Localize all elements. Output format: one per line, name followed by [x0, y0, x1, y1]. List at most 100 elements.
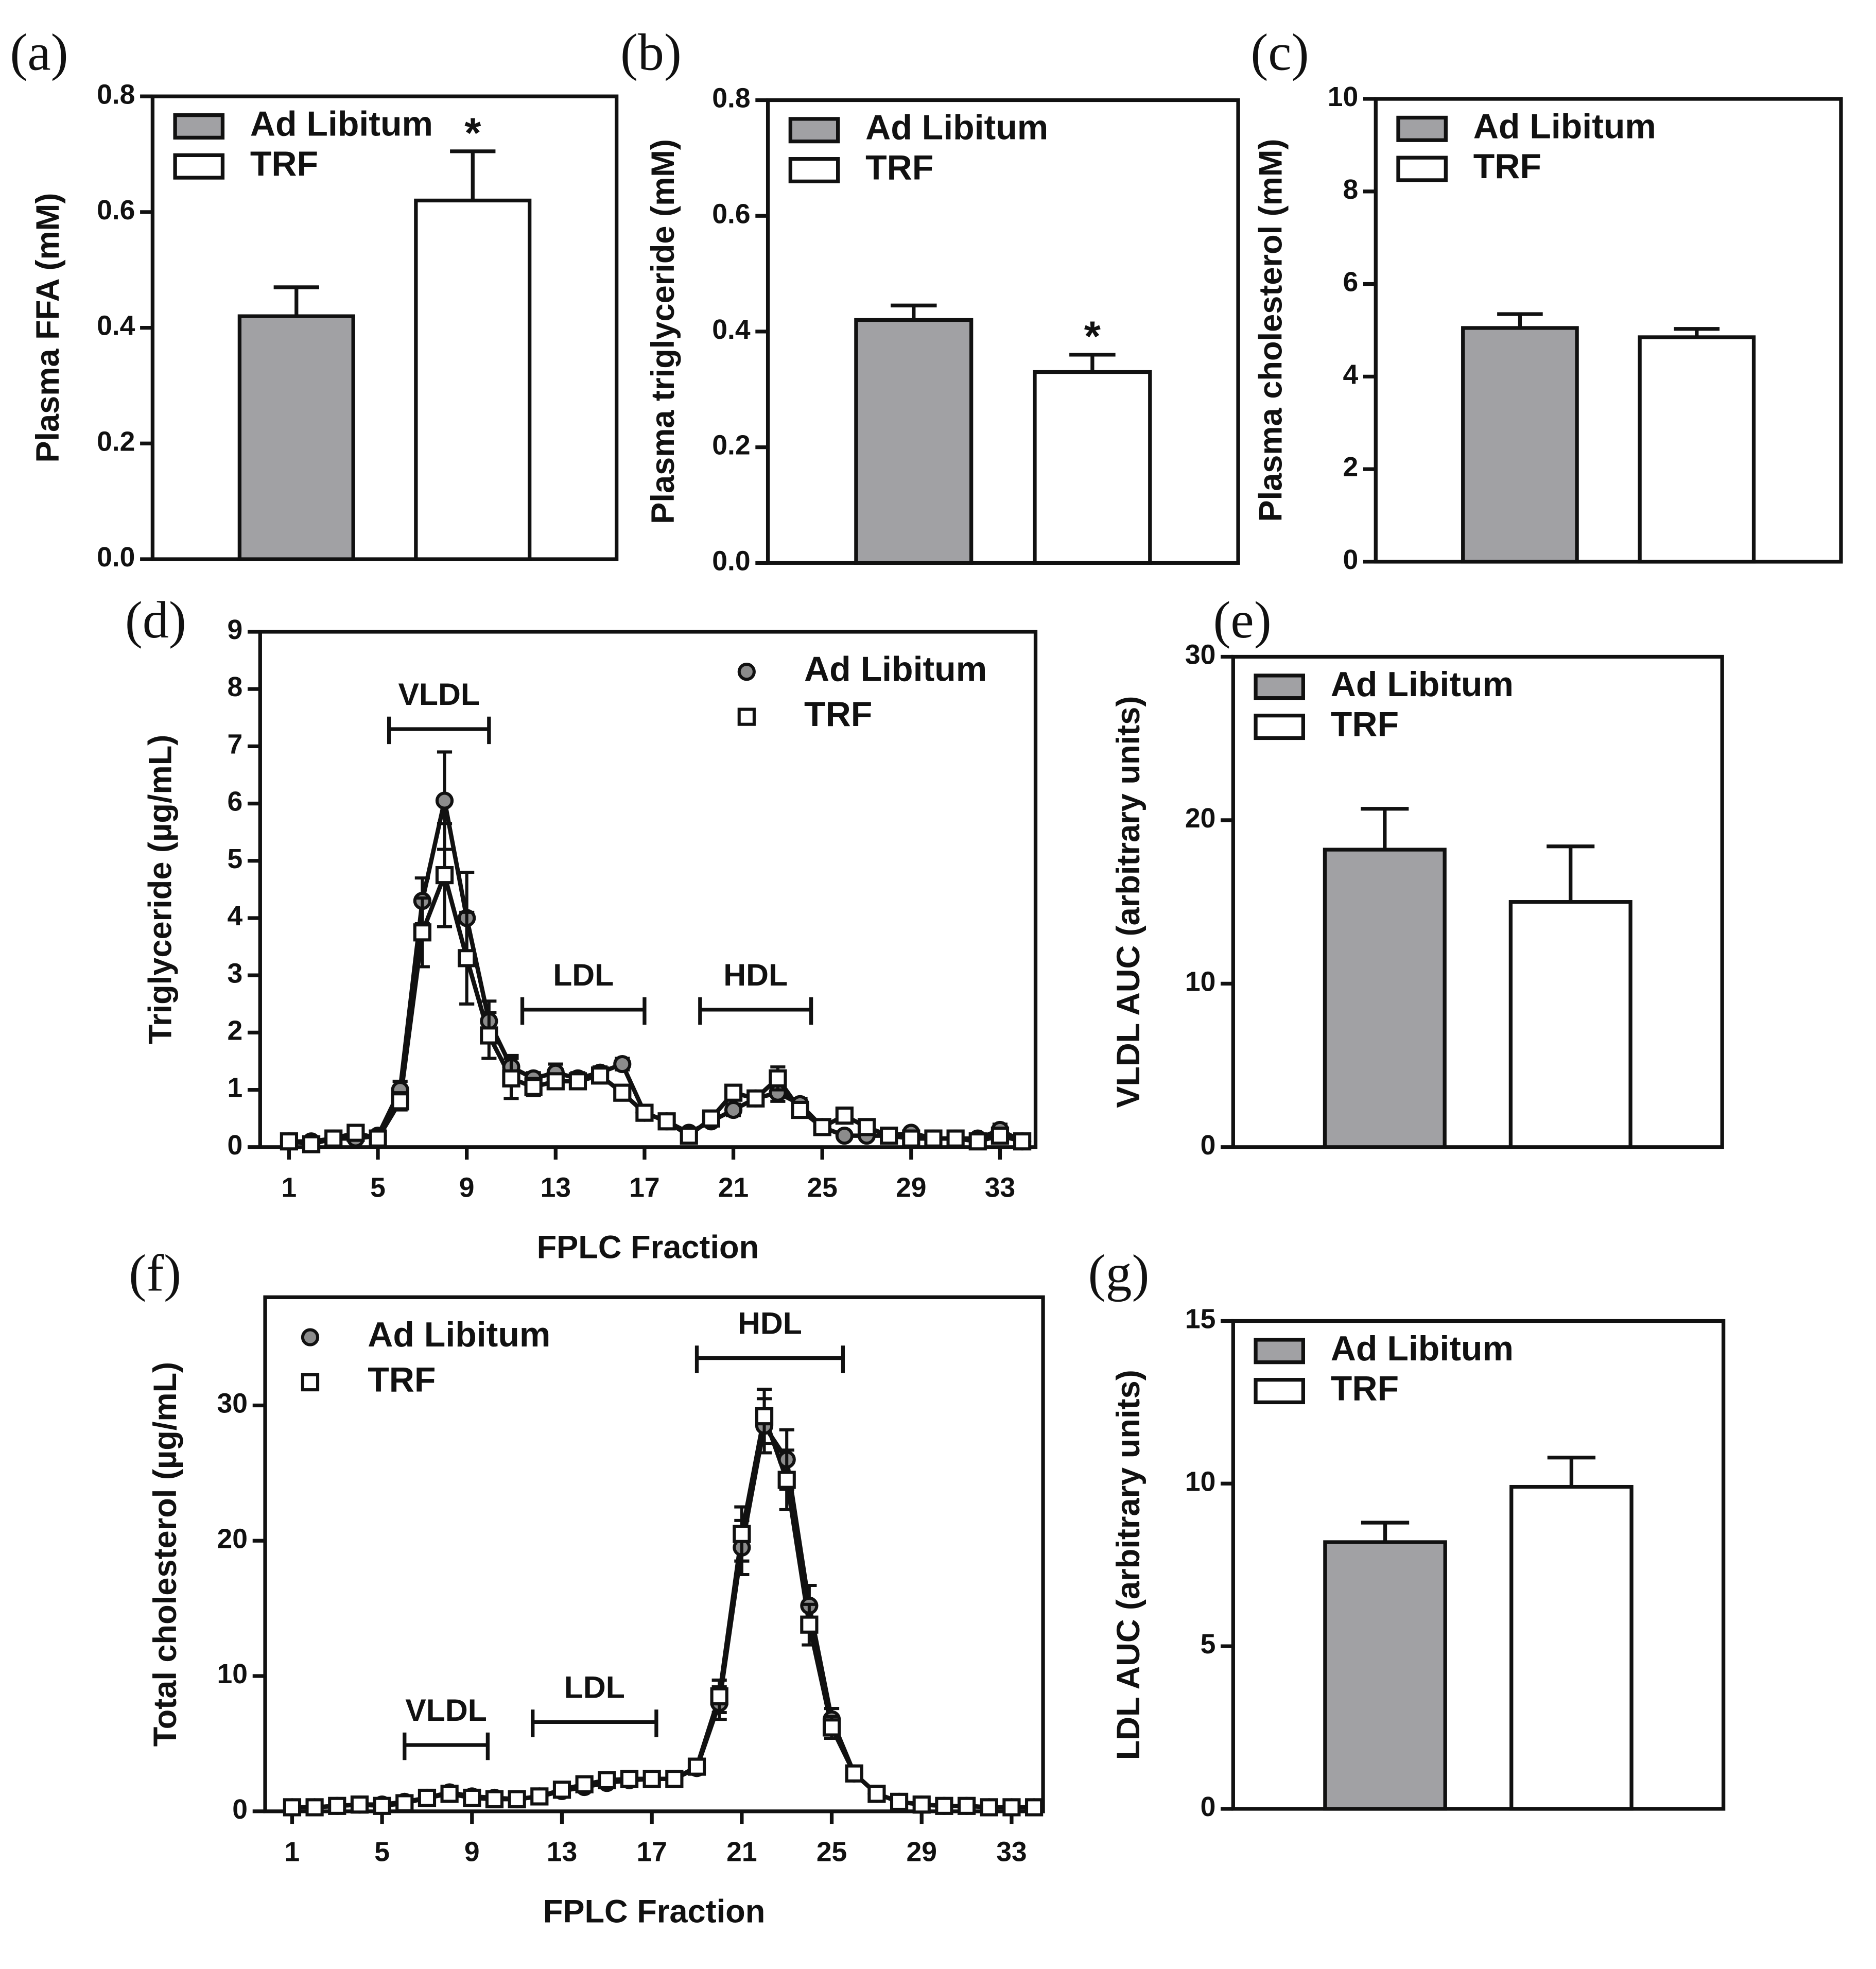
- axes-frame: [263, 1295, 1045, 1813]
- significance-mark: *: [464, 109, 481, 157]
- legend-swatch: [1254, 673, 1306, 700]
- x-tick-label: 33: [985, 1173, 1015, 1203]
- data-point: [687, 1757, 706, 1776]
- region-bracket: [387, 716, 491, 745]
- data-point: [480, 1026, 498, 1045]
- bar: [1461, 326, 1579, 564]
- x-tick-label: 21: [726, 1837, 757, 1867]
- y-tick-label: 30: [1185, 640, 1215, 670]
- data-point: [680, 1126, 698, 1145]
- legend-marker: [301, 1328, 320, 1346]
- legend-marker: [737, 663, 756, 681]
- x-tick-label: 9: [459, 1173, 475, 1203]
- x-tick-label: 9: [464, 1837, 480, 1867]
- legend-label: TRF: [1473, 147, 1541, 186]
- data-point: [524, 1078, 543, 1096]
- data-point: [746, 1089, 765, 1108]
- data-point: [769, 1069, 787, 1087]
- legend-label: Ad Libitum: [250, 104, 433, 143]
- legend-label: Ad Libitum: [1473, 107, 1656, 146]
- bar: [237, 314, 355, 561]
- data-point: [657, 1112, 676, 1131]
- y-tick-label: 10: [1328, 82, 1358, 112]
- y-axis-label: Plasma cholesterol (mM): [1253, 139, 1289, 522]
- series-line: [292, 1408, 1034, 1810]
- data-point: [733, 1525, 751, 1543]
- data-point: [369, 1129, 387, 1148]
- data-point: [458, 949, 476, 968]
- y-tick-label: 6: [228, 787, 243, 817]
- y-tick-label: 3: [228, 958, 243, 989]
- y-tick-label: 6: [1343, 267, 1359, 298]
- bar: [1033, 370, 1152, 565]
- y-tick-label: 0.4: [712, 315, 751, 345]
- legend-swatch: [173, 153, 225, 180]
- bar: [1508, 900, 1632, 1149]
- y-tick-label: 20: [1185, 803, 1215, 834]
- legend-label: Ad Libitum: [1331, 665, 1514, 704]
- data-point: [568, 1072, 587, 1091]
- y-tick-label: 30: [217, 1389, 248, 1419]
- y-axis-label: Triglyceride (µg/mL): [143, 735, 179, 1044]
- bar: [1509, 1484, 1634, 1811]
- x-tick-label: 1: [285, 1837, 300, 1867]
- region-label: VLDL: [398, 677, 480, 712]
- y-tick-label: 0.0: [712, 546, 750, 576]
- y-axis-label: VLDL AUC (arbitrary units): [1110, 696, 1147, 1108]
- legend-swatch: [173, 113, 225, 140]
- data-point: [1002, 1798, 1021, 1817]
- significance-mark: *: [1084, 312, 1101, 360]
- y-tick-label: 10: [217, 1659, 248, 1689]
- y-tick-label: 0: [228, 1130, 243, 1161]
- bar: [1323, 848, 1447, 1149]
- data-point: [845, 1764, 863, 1783]
- data-point: [328, 1797, 346, 1815]
- data-point: [413, 923, 431, 942]
- x-tick-label: 21: [718, 1173, 749, 1203]
- y-tick-label: 0.2: [712, 430, 750, 461]
- y-tick-label: 15: [1185, 1304, 1215, 1335]
- series-line: [288, 868, 1023, 1147]
- panel-label: (d): [125, 591, 186, 649]
- y-tick-label: 5: [228, 844, 243, 874]
- legend-label: TRF: [1331, 705, 1399, 744]
- y-tick-label: 0.6: [97, 195, 135, 226]
- data-point: [418, 1788, 437, 1807]
- legend-swatch: [1396, 156, 1448, 182]
- data-point: [391, 1092, 409, 1111]
- x-tick-label: 17: [629, 1173, 659, 1203]
- y-tick-label: 0: [1343, 545, 1359, 575]
- region-label: HDL: [723, 957, 788, 992]
- data-point: [642, 1770, 661, 1788]
- legend-label: TRF: [865, 148, 933, 187]
- legend-label: Ad Libitum: [804, 650, 987, 689]
- legend-label: TRF: [804, 695, 872, 734]
- data-point: [552, 1781, 571, 1799]
- data-point: [575, 1775, 594, 1793]
- data-point: [777, 1471, 796, 1489]
- data-point: [435, 866, 454, 885]
- region-label: HDL: [738, 1305, 802, 1340]
- data-point: [613, 1055, 632, 1074]
- data-point: [435, 791, 454, 810]
- x-tick-label: 1: [282, 1173, 297, 1203]
- data-point: [508, 1790, 526, 1808]
- y-tick-label: 0: [232, 1794, 248, 1825]
- y-tick-label: 5: [1201, 1629, 1216, 1660]
- region-label: LDL: [564, 1669, 625, 1704]
- legend-swatch: [788, 157, 840, 184]
- y-tick-label: 10: [1185, 966, 1215, 997]
- data-point: [530, 1787, 549, 1806]
- region-bracket: [531, 1709, 658, 1737]
- y-tick-label: 1: [228, 1073, 243, 1103]
- legend-label: Ad Libitum: [368, 1315, 550, 1354]
- data-point: [613, 1083, 632, 1102]
- data-point: [590, 1066, 610, 1085]
- panel-label: (a): [10, 23, 68, 81]
- data-point: [283, 1798, 302, 1817]
- bar: [1323, 1540, 1447, 1811]
- data-point: [724, 1100, 743, 1119]
- data-point: [635, 1103, 654, 1122]
- data-point: [880, 1126, 898, 1145]
- y-tick-label: 0: [1201, 1792, 1216, 1822]
